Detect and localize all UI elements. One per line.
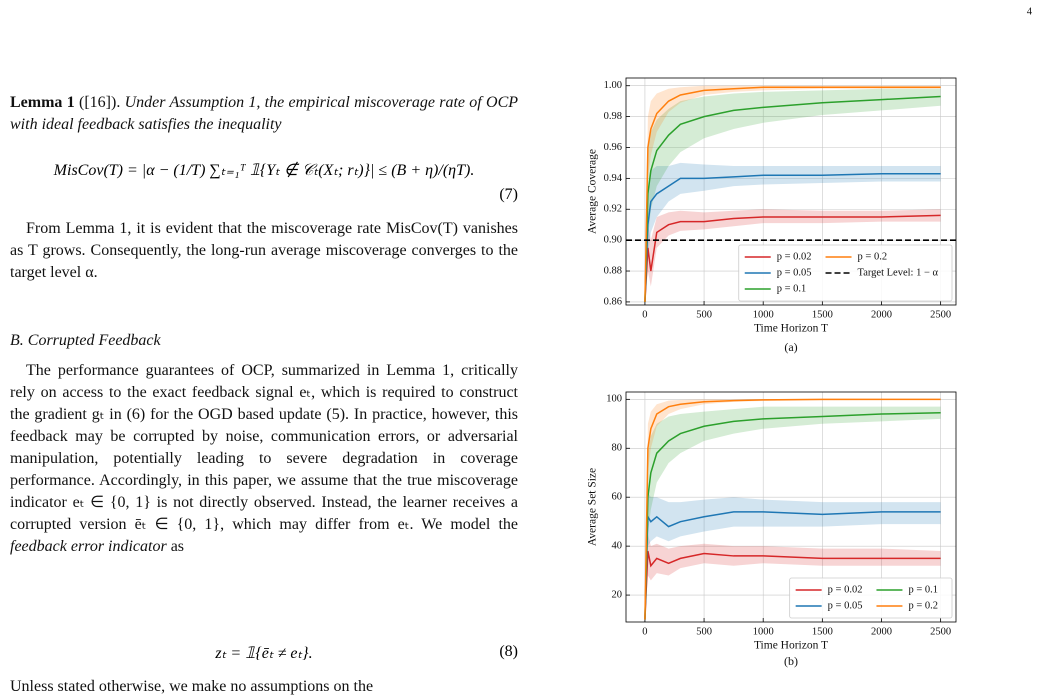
emphasis: feedback error indicator [10,538,167,555]
x-tick-label: 1000 [753,626,774,637]
equation-number: (8) [499,643,518,660]
y-tick-label: 0.90 [604,235,622,246]
lemma-text: Under Assumption 1, the empirical miscov… [10,94,519,133]
y-tick-label: 1.00 [604,80,622,91]
confidence-band [644,492,941,620]
y-tick-label: 0.88 [604,265,622,276]
paragraph: From Lemma 1, it is evident that the mis… [10,220,518,281]
equation: MisCov(T) = |α − (1/T) ∑ₜ₌₁ᵀ 𝟙{Yₜ ∉ 𝒞ₜ(X… [53,162,475,179]
x-tick-label: 1500 [812,626,833,637]
caption: (b) [784,654,798,668]
legend-label: Target Level: 1 − α [858,267,939,278]
paragraph-tail: as [170,538,185,555]
plot-frame [625,391,957,623]
series-line [644,550,941,620]
series-line [644,412,941,620]
lemma: Lemma 1 ([16]). Under Assumption 1, the … [10,92,518,136]
legend-box [789,577,953,619]
series-line [644,511,941,620]
x-tick-label: 0 [642,309,647,320]
y-tick-label: 0.98 [604,111,622,122]
series-line [644,398,941,620]
confidence-band [644,209,941,302]
x-tick-label: 0 [642,626,647,637]
confidence-band [644,406,941,620]
legend-label: p = 0.02 [777,251,812,262]
legend: p = 0.02 p = 0.05 p = 0.1 p = 0.2 [789,577,953,619]
lemma-ref: ([16]). [79,94,121,111]
paragraph: Unless stated otherwise, we make no assu… [10,678,374,695]
caption: (a) [784,340,797,354]
series-layer [644,398,941,620]
series-line [644,86,941,302]
legend-label: p = 0.1 [908,584,938,595]
y-tick-label: 0.92 [604,204,622,215]
y-axis-label: Average Coverage [587,149,599,234]
legend-label: p = 0.1 [777,283,807,294]
y-tick-label: 60 [612,492,623,503]
x-tick-label: 500 [696,309,712,320]
x-tick-label: 1000 [753,309,774,320]
series-layer [626,85,956,302]
series-line [644,214,941,302]
x-tick-label: 2500 [930,626,951,637]
x-tick-label: 1500 [812,309,833,320]
y-tick-label: 40 [612,541,623,552]
series-line [644,172,941,302]
lemma-label: Lemma 1 [10,94,75,111]
legend-label: p = 0.05 [828,600,863,611]
y-tick-label: 100 [606,394,622,405]
legend-label: p = 0.2 [908,600,938,611]
x-tick-label: 2500 [930,309,951,320]
equation: zₜ = 𝟙{ēₜ ≠ eₜ}. [215,645,313,662]
equation-number: (7) [499,186,518,203]
legend-label: p = 0.02 [828,584,863,595]
y-tick-label: 0.94 [604,173,623,184]
y-tick-label: 80 [612,443,623,454]
y-axis-label: Average Set Size [587,468,599,546]
x-axis-label: Time Horizon T [754,323,828,335]
legend-label: p = 0.2 [858,251,888,262]
legend-label: p = 0.05 [777,267,812,278]
x-tick-label: 500 [696,626,712,637]
y-tick-label: 20 [612,589,623,600]
y-tick-label: 0.96 [604,142,622,153]
confidence-band [644,162,941,302]
x-tick-label: 2000 [871,309,892,320]
plot: 0.86 0.88 0.90 0.92 0.94 0.96 0.98 1.00 0 500 1000… [587,77,957,354]
x-tick-label: 2000 [871,626,892,637]
y-tick-label: 0.86 [604,296,622,307]
page-number: 4 [1027,6,1033,17]
section-heading: B. Corrupted Feedback [10,332,161,349]
legend: p = 0.02 p = 0.05 p = 0.1 p = 0.2 Target Lev… [738,244,953,302]
confidence-band [644,85,941,302]
paragraph-text: The performance guarantees of OCP, summa… [10,362,518,533]
paragraph: The performance guarantees of OCP, summa… [10,360,518,558]
x-axis-label: Time Horizon T [754,640,828,652]
plot-frame [625,77,957,306]
series-line [644,95,941,302]
confidence-band [644,88,941,302]
